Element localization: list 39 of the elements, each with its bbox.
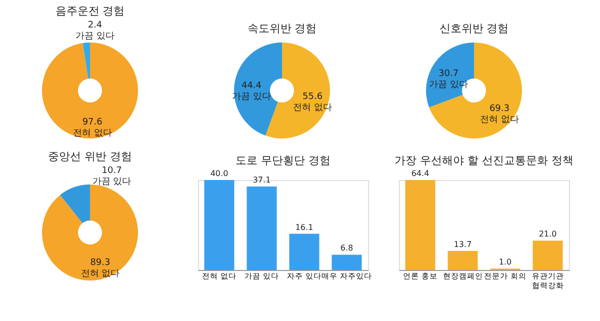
chart-title: 도로 무단횡단 경험 [236,154,330,167]
donut-slice [42,184,138,280]
donut-slice [82,42,90,79]
data-label: 97.6 [82,117,103,128]
bar [246,186,277,270]
data-label: 6.8 [340,244,354,253]
data-label: 55.6 [302,92,323,102]
data-label: 10.7 [102,166,122,176]
chart-title: 음주운전 경험 [55,4,125,18]
bar [532,240,563,270]
bar [204,180,234,270]
data-label: 40.0 [210,169,228,178]
data-label: 30.7 [438,68,459,79]
data-label: 16.1 [295,222,314,232]
data-label: 21.0 [538,230,557,239]
donut-slice [234,42,282,136]
slice-label: 가끔 있다 [76,32,114,42]
donut-slice [429,42,522,138]
donut-slice [60,184,90,224]
data-label: 13.7 [454,240,472,249]
bar [405,180,436,270]
chart-title: 가장 우선해야 할 선진교통문화 정책 [394,154,574,167]
chart-title: 중앙선 위반 경험 [48,150,132,164]
slice-label: 가끔 있다 [92,177,132,188]
data-label: 37.1 [252,176,271,185]
data-label: 2.4 [88,20,102,31]
bar [289,234,320,270]
chart-title: 신호위반 경험 [439,22,509,35]
bar [332,254,362,270]
data-label: 89.3 [90,258,110,268]
data-label: 69.3 [489,104,510,114]
chart-title: 속도위반 경험 [247,22,317,35]
data-label: 44.4 [241,81,262,92]
donut-slice [42,42,138,138]
bar [448,250,478,270]
slice-label: 전혀 없다 [72,128,112,138]
donut-slice [426,42,474,108]
data-label: 1.0 [498,258,512,267]
data-label: 64.4 [411,169,430,178]
